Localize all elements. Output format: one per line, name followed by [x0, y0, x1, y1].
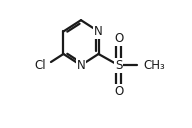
Text: Cl: Cl — [34, 59, 46, 72]
Text: O: O — [114, 33, 123, 45]
Text: N: N — [94, 25, 103, 38]
Text: S: S — [115, 59, 122, 72]
Text: O: O — [114, 85, 123, 98]
Text: CH₃: CH₃ — [144, 59, 165, 72]
Text: N: N — [77, 59, 85, 72]
